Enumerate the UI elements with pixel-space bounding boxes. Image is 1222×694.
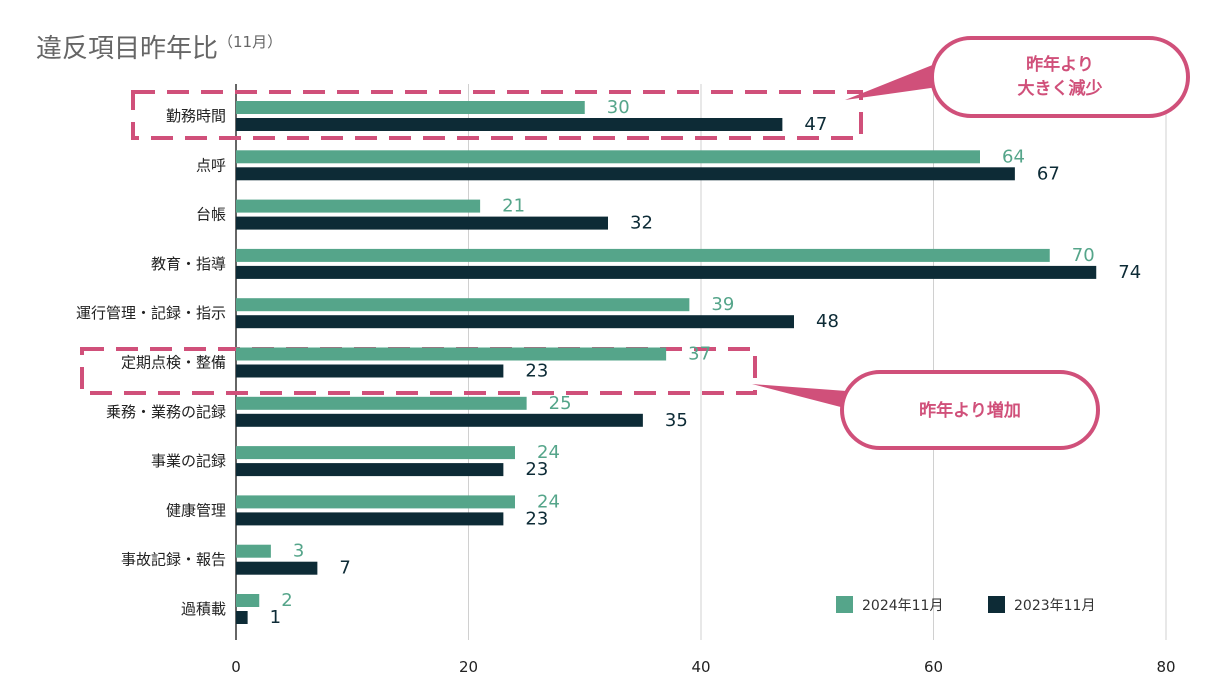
data-label: 2: [281, 590, 292, 611]
data-label: 24: [537, 491, 560, 512]
data-label: 67: [1037, 163, 1060, 184]
category-label: 乗務・業務の記録: [106, 403, 226, 421]
data-label: 1: [270, 607, 281, 628]
callout-text: 昨年より増加: [919, 400, 1021, 421]
data-label: 47: [804, 114, 827, 135]
data-label: 70: [1072, 245, 1095, 266]
data-label: 23: [525, 508, 548, 529]
x-tick-label: 20: [459, 658, 478, 676]
data-label: 35: [665, 410, 688, 431]
data-label: 74: [1118, 262, 1141, 283]
category-label: 健康管理: [166, 501, 226, 519]
legend-label: 2023年11月: [1014, 598, 1095, 614]
callout-bubble: [930, 36, 1190, 118]
data-label: 21: [502, 196, 525, 217]
category-label: 運行管理・記録・指示: [76, 304, 226, 322]
bar: [236, 561, 318, 575]
bar: [236, 463, 504, 477]
bar: [236, 396, 527, 410]
bar: [236, 118, 783, 131]
data-label: 30: [607, 97, 630, 118]
highlight-box: [131, 90, 863, 140]
category-label: 過積載: [181, 600, 226, 618]
callout-pointer: [845, 60, 945, 100]
bar: [236, 446, 515, 460]
bar: [236, 347, 667, 361]
category-label: 事業の記録: [151, 452, 226, 470]
legend-swatch: [836, 596, 853, 613]
data-label: 7: [339, 558, 350, 579]
data-label: 48: [816, 311, 839, 332]
bar: [236, 150, 980, 164]
category-label: 定期点検・整備: [121, 354, 226, 372]
bar: [236, 199, 481, 213]
bar: [236, 265, 1097, 279]
x-tick-label: 40: [691, 658, 710, 676]
data-label: 3: [293, 541, 304, 562]
data-label: 37: [688, 344, 711, 365]
highlight-box: [80, 347, 757, 395]
data-label: 64: [1002, 146, 1025, 167]
data-label: 24: [537, 442, 560, 463]
data-label: 32: [630, 213, 653, 234]
bar: [236, 495, 515, 509]
bar: [236, 167, 1015, 181]
bar: [236, 298, 690, 312]
category-label: 事故記録・報告: [121, 551, 226, 569]
bar: [236, 248, 1050, 262]
bar: [236, 413, 643, 427]
callout-text: 昨年より: [1026, 54, 1094, 75]
x-tick-label: 0: [231, 658, 241, 676]
category-label: 教育・指導: [151, 255, 226, 273]
bar: [236, 315, 794, 329]
legend-swatch: [988, 596, 1005, 613]
bar: [236, 544, 271, 558]
data-label: 39: [711, 294, 734, 315]
bar: [236, 101, 585, 114]
category-label: 台帳: [196, 206, 226, 224]
callout-pointer: [752, 384, 860, 412]
data-label: 23: [525, 361, 548, 382]
bar: [236, 512, 504, 526]
x-tick-label: 60: [924, 658, 943, 676]
bar: [236, 364, 504, 378]
category-label: 点呼: [196, 156, 226, 174]
category-label: 勤務時間: [166, 107, 226, 125]
legend-label: 2024年11月: [862, 598, 943, 614]
bar: [236, 216, 608, 230]
bar: [236, 594, 260, 607]
x-tick-label: 80: [1156, 658, 1175, 676]
bar: [236, 611, 248, 624]
callout-text: 大きく減少: [1018, 78, 1103, 99]
data-label: 23: [525, 459, 548, 480]
data-label: 25: [549, 393, 572, 414]
callout-bubble: [840, 370, 1100, 450]
chart-title: 違反項目昨年比（11月）: [36, 33, 283, 64]
chart-subtitle: （11月）: [218, 33, 283, 51]
